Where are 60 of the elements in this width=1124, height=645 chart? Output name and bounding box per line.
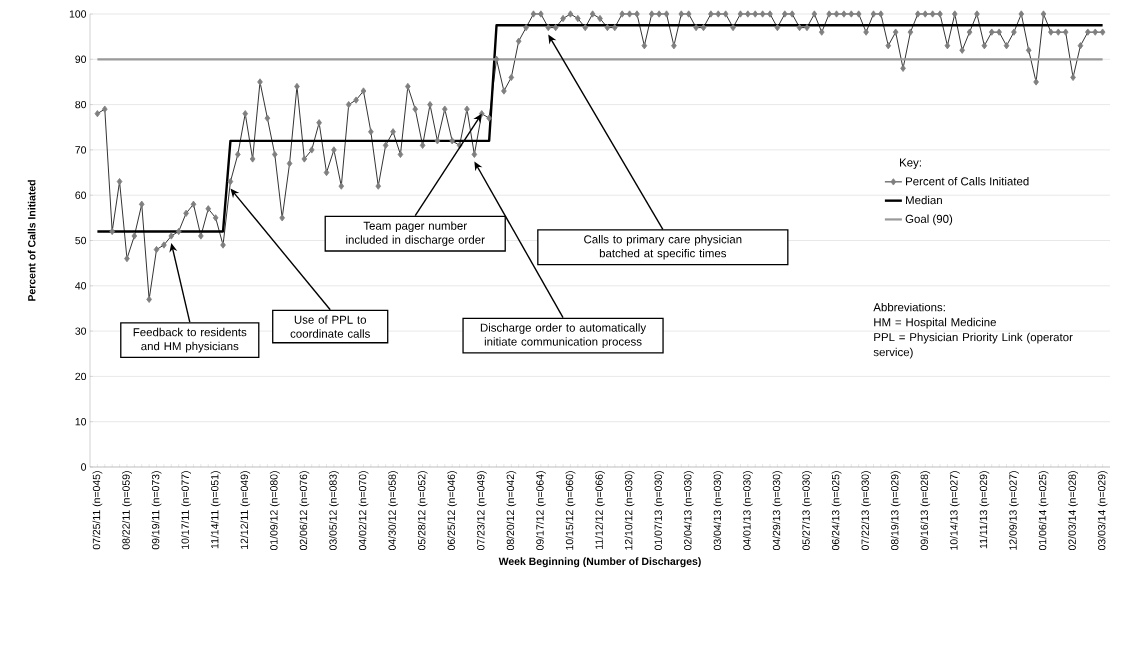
annotation: HM = Hospital Medicine <box>874 317 996 329</box>
legend-label: Goal (90) <box>905 214 953 226</box>
legend-label: Median <box>906 195 942 205</box>
x-tick-label: 06/25/12 (n=046) <box>447 471 458 551</box>
x-tick-label: 10/15/12 (n=060) <box>565 471 576 550</box>
x-tick-label: 07/22/13 (n=030) <box>861 471 871 551</box>
legend-title: Key: <box>900 158 921 169</box>
x-tick-label: 07/23/12 (n=049) <box>476 471 487 551</box>
x-tick-label: 12/09/13 (n=027) <box>1009 471 1019 550</box>
x-tick-label: 11/11/13 (n=029) <box>979 471 990 549</box>
x-tick-label: 08/20/12 (n=042) <box>506 471 517 551</box>
x-tick-label: 03/04/13 (n=030) <box>713 471 724 551</box>
x-tick-label: 09/16/13 (n=028) <box>920 471 931 551</box>
annotation: Abbreviations: <box>873 302 945 312</box>
x-tick-label: 11/14/11 (n=051) <box>210 471 221 549</box>
x-tick-label: 09/17/12 (n=064) <box>536 471 546 551</box>
x-tick-label: 04/01/13 (n=030) <box>742 471 753 551</box>
y-tick-label: 100 <box>69 10 87 18</box>
x-tick-label: 10/17/11 (n=077) <box>181 471 191 549</box>
x-tick-label: 07/25/11 (n=045) <box>92 471 103 550</box>
annotation: Discharge order to automatically initiate communication process <box>480 323 647 348</box>
y-tick-label: 80 <box>75 100 87 109</box>
x-tick-label: 02/04/13 (n=030) <box>683 471 694 551</box>
x-tick-label: 01/07/13 (n=030) <box>654 471 665 551</box>
annotation: Use of PPL to coordinate calls <box>290 315 370 338</box>
y-tick-label: 90 <box>75 55 87 63</box>
x-tick-label: 03/03/14 (n=029) <box>1097 471 1108 551</box>
x-tick-label: 08/22/11 (n=059) <box>122 471 132 550</box>
x-tick-label: 11/12/12 (n=066) <box>595 471 605 549</box>
x-tick-label: 01/09/12 (n=080) <box>269 471 280 551</box>
y-tick-label: 40 <box>75 282 87 290</box>
x-tick-label: 12/12/11 (n=049) <box>240 471 251 549</box>
x-tick-label: 01/06/14 (n=025) <box>1038 471 1049 551</box>
x-tick-label: 10/14/13 (n=027) <box>949 471 960 550</box>
y-tick-label: 0 <box>81 463 87 471</box>
x-tick-label: 02/06/12 (n=076) <box>299 471 310 551</box>
x-tick-label: 04/29/13 (n=030) <box>772 471 783 551</box>
x-tick-label: 05/28/12 (n=052) <box>417 471 428 551</box>
y-tick-label: 30 <box>75 327 87 335</box>
x-tick-label: 04/02/12 (n=070) <box>358 471 369 551</box>
annotation: Team pager number included in discharge order <box>346 221 485 247</box>
y-tick-label: 70 <box>75 146 87 154</box>
x-tick-label: 02/03/14 (n=028) <box>1068 471 1078 551</box>
y-tick-label: 50 <box>75 236 87 245</box>
annotation: Calls to primary care physician batched at specific times <box>584 234 742 260</box>
legend-label: Percent of Calls Initiated <box>906 176 1029 186</box>
annotation: PPL = Physician Priority Link (operator service) <box>873 332 1073 359</box>
annotation: Feedback to residents and HM physicians <box>133 327 247 353</box>
x-tick-label: 06/24/13 (n=025) <box>831 471 842 551</box>
x-tick-label: 12/10/12 (n=030) <box>624 471 635 550</box>
x-tick-label: 04/30/12 (n=058) <box>388 471 398 551</box>
x-axis-title: Week Beginning (Number of Discharges) <box>498 557 701 568</box>
x-tick-label: 03/05/12 (n=083) <box>329 471 339 551</box>
y-tick-label: 60 <box>75 191 87 199</box>
x-tick-label: 05/27/13 (n=030) <box>802 471 812 551</box>
y-tick-label: 10 <box>75 418 87 426</box>
x-tick-label: 08/19/13 (n=029) <box>890 471 901 551</box>
x-tick-label: 09/19/11 (n=073) <box>151 471 162 550</box>
y-axis-title: Percent of Calls Initiated <box>27 180 36 301</box>
y-tick-label: 20 <box>75 372 87 381</box>
